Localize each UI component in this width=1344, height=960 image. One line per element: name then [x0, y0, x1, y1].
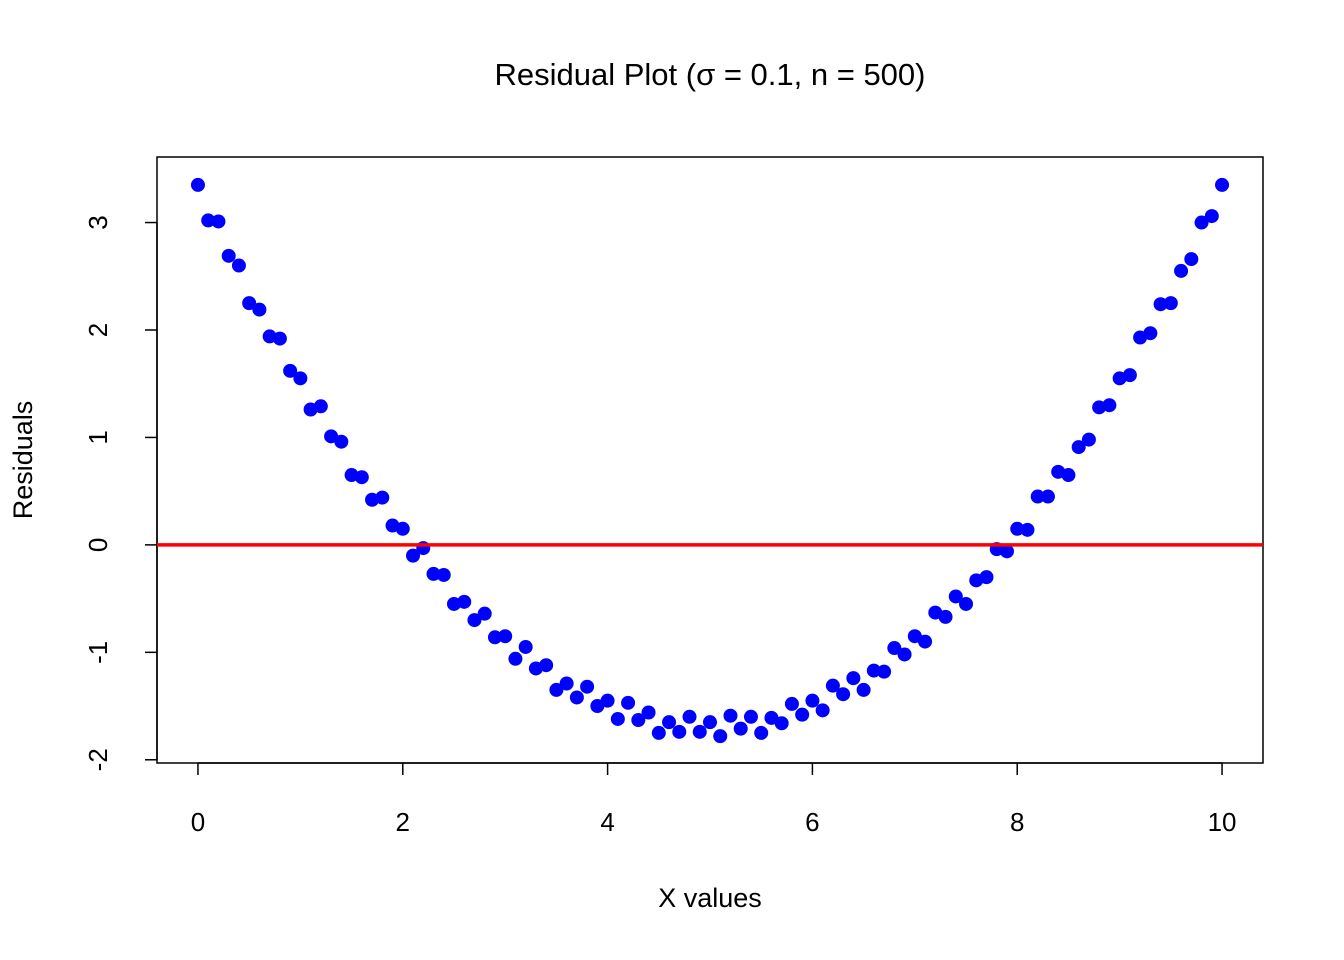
point: [815, 703, 830, 718]
x-tick-label: 10: [1208, 807, 1237, 837]
point: [631, 713, 646, 728]
point: [293, 371, 308, 386]
point: [703, 715, 717, 730]
point: [948, 589, 963, 604]
point: [313, 399, 328, 414]
y-tick-label: 1: [83, 430, 113, 444]
y-tick-label: -1: [83, 641, 113, 664]
point: [221, 248, 236, 263]
point: [713, 729, 728, 744]
point: [774, 716, 789, 731]
point: [406, 548, 421, 563]
point: [723, 708, 738, 723]
point: [672, 724, 687, 739]
point: [621, 695, 636, 710]
point: [1122, 368, 1137, 383]
point: [784, 696, 799, 711]
x-axis-label: X values: [658, 883, 762, 913]
point: [283, 363, 298, 378]
point: [733, 721, 748, 736]
point: [1071, 440, 1086, 455]
point: [272, 331, 287, 346]
point: [692, 724, 707, 739]
point: [887, 641, 902, 656]
point: [436, 567, 451, 582]
point: [846, 671, 861, 686]
plot-frame: [156, 156, 1264, 764]
point: [1194, 215, 1209, 230]
point: [897, 647, 912, 662]
point: [1081, 432, 1096, 447]
point: [1040, 489, 1055, 504]
point: [334, 434, 349, 449]
point: [375, 490, 390, 505]
point: [1143, 326, 1158, 341]
point: [1020, 522, 1035, 537]
point: [539, 658, 554, 673]
point: [201, 213, 216, 228]
x-tick-label: 6: [805, 807, 819, 837]
point: [651, 725, 666, 740]
y-tick-label: 2: [83, 323, 113, 337]
point: [1010, 521, 1025, 536]
point: [1215, 177, 1230, 192]
point: [825, 678, 840, 693]
y-tick-label: 3: [83, 215, 113, 229]
chart-title: Residual Plot (σ = 0.1, n = 500): [495, 57, 926, 92]
point: [856, 682, 871, 697]
point: [549, 682, 564, 697]
y-tick-label: 0: [83, 538, 113, 552]
point: [508, 651, 523, 666]
point: [1184, 252, 1199, 267]
point: [1102, 398, 1117, 413]
point: [518, 639, 533, 654]
y-axis-label: Residuals: [8, 401, 38, 520]
x-tick-label: 4: [600, 807, 614, 837]
point: [242, 296, 257, 311]
point: [498, 629, 513, 644]
point: [354, 470, 369, 485]
point: [918, 634, 933, 649]
point: [1030, 489, 1045, 504]
point: [395, 521, 410, 536]
point: [959, 596, 974, 611]
point: [754, 725, 769, 740]
point: [805, 693, 820, 708]
point: [866, 663, 881, 678]
point: [979, 570, 994, 585]
point: [1163, 296, 1178, 311]
point: [467, 613, 482, 628]
x-tick-label: 0: [191, 807, 205, 837]
point: [559, 676, 574, 691]
point: [641, 705, 656, 720]
point: [1153, 297, 1168, 312]
point: [211, 214, 226, 229]
point: [682, 709, 697, 724]
point: [743, 709, 758, 724]
point: [1204, 209, 1219, 224]
point: [600, 693, 615, 708]
point: [795, 707, 810, 722]
point: [252, 302, 267, 317]
point: [487, 630, 502, 645]
point: [477, 606, 492, 621]
point: [457, 594, 472, 609]
point: [836, 687, 851, 702]
point: [1174, 263, 1189, 278]
point: [877, 664, 892, 679]
point: [662, 715, 677, 730]
x-tick-label: 2: [396, 807, 410, 837]
point: [938, 609, 953, 624]
point: [610, 711, 625, 726]
y-tick-label: -2: [83, 748, 113, 771]
point: [231, 258, 246, 273]
x-tick-label: 8: [1010, 807, 1024, 837]
point: [580, 679, 595, 694]
point: [999, 544, 1014, 559]
point: [569, 690, 584, 705]
point: [190, 177, 205, 192]
point: [1061, 468, 1076, 483]
point: [426, 566, 441, 581]
